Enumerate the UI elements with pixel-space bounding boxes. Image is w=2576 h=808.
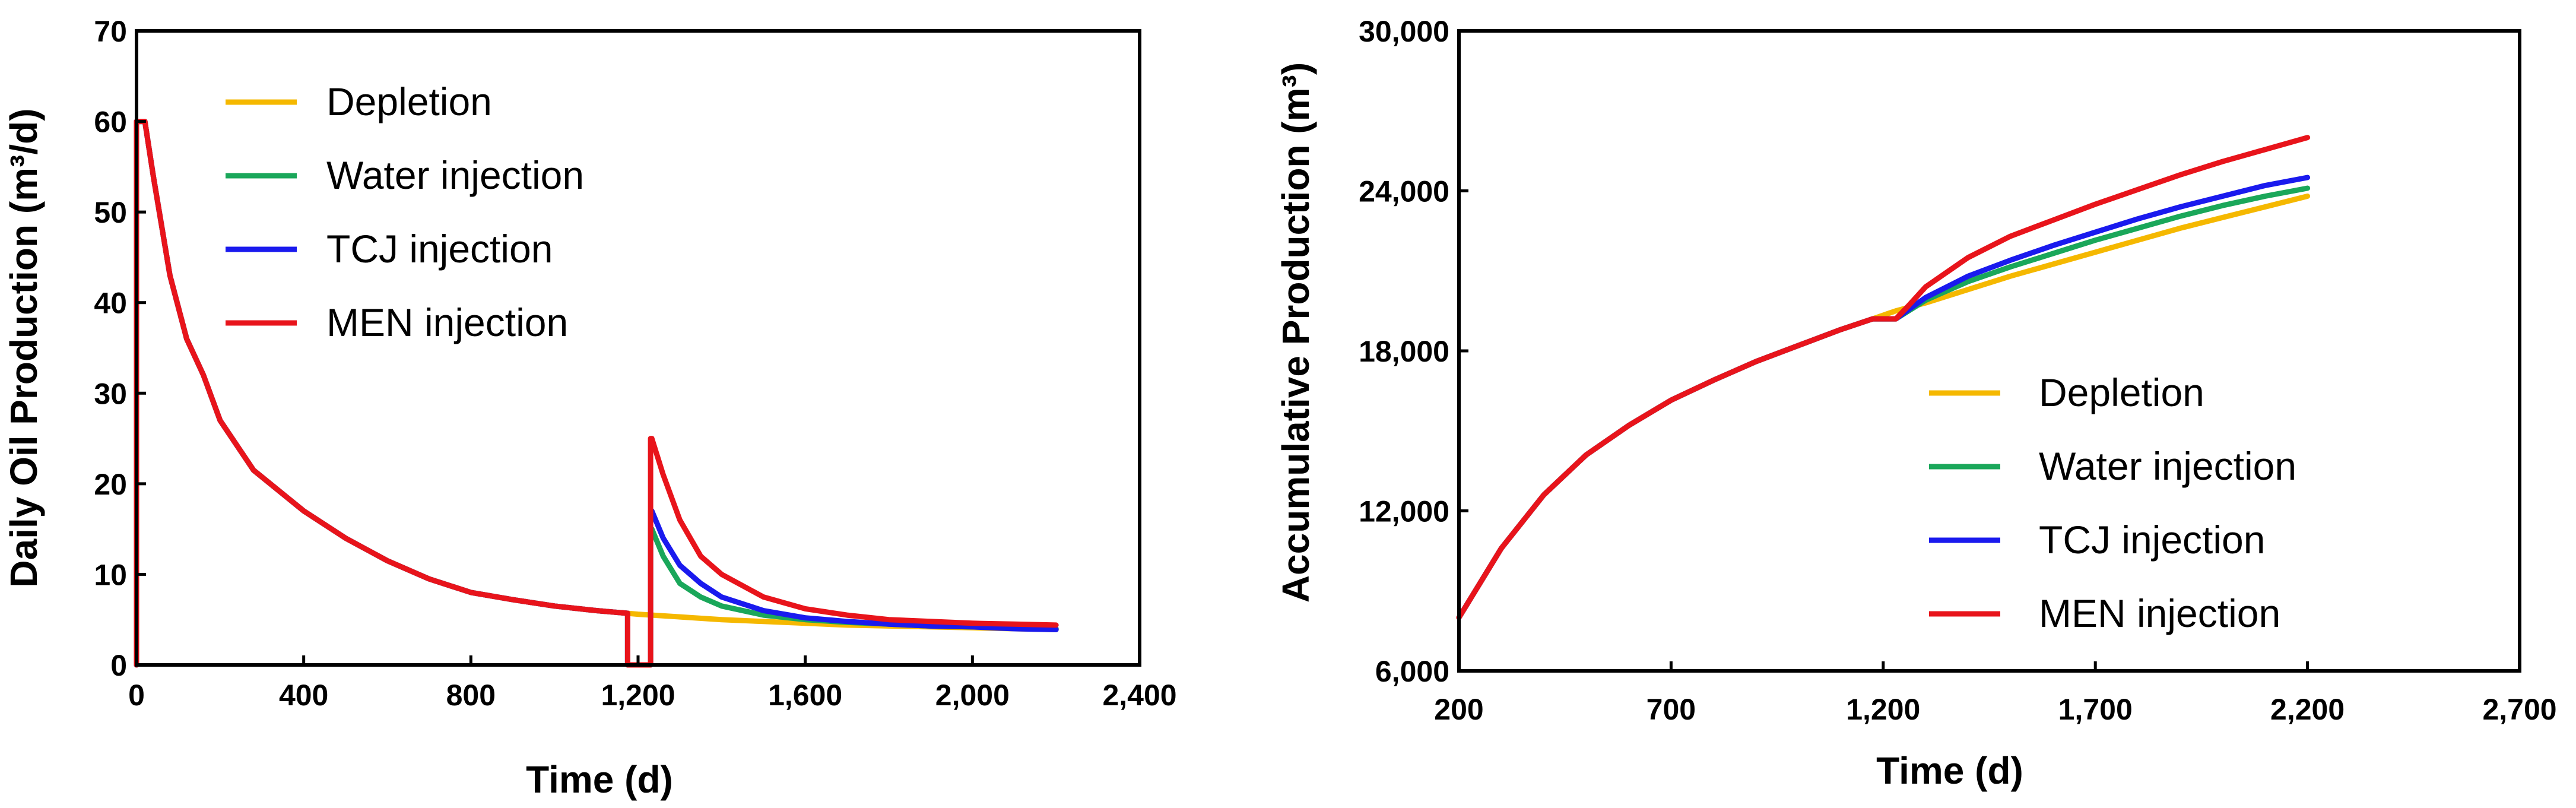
x-tick-label: 400	[279, 679, 328, 712]
y-tick-label: 20	[94, 468, 127, 501]
legend-label: MEN injection	[2039, 591, 2280, 635]
y-tick-label: 60	[94, 106, 127, 139]
legend-label: Depletion	[2039, 370, 2204, 414]
x-tick-label: 200	[1434, 693, 1483, 726]
x-tick-label: 1,600	[768, 679, 842, 712]
x-tick-label: 1,700	[2058, 693, 2133, 726]
x-tick-label: 2,700	[2482, 693, 2556, 726]
y-axis-title: Accumulative Production (m³)	[1274, 62, 1317, 603]
y-tick-label: 30,000	[1359, 15, 1449, 48]
series-line-depletion	[134, 119, 1059, 668]
legend-label: Depletion	[326, 80, 492, 123]
series-line-men-injection	[134, 119, 1059, 668]
series-line-tcj-injection	[134, 119, 1059, 668]
x-tick-label: 1,200	[1846, 693, 1920, 726]
y-tick-label: 30	[94, 377, 127, 410]
y-tick-label: 50	[94, 196, 127, 229]
x-tick-label: 800	[446, 679, 496, 712]
x-tick-label: 0	[128, 679, 145, 712]
y-tick-label: 6,000	[1375, 655, 1449, 688]
y-tick-label: 10	[94, 558, 127, 591]
y-tick-label: 0	[110, 649, 127, 682]
plot-frame	[135, 29, 1141, 667]
legend-label: MEN injection	[326, 300, 568, 344]
y-tick-label: 18,000	[1359, 335, 1449, 368]
x-tick-label: 2,000	[935, 679, 1010, 712]
x-tick-label: 700	[1647, 693, 1696, 726]
plot-frame	[1457, 29, 2521, 673]
y-tick-label: 24,000	[1359, 175, 1449, 208]
series-line-men-injection	[1456, 135, 2311, 620]
y-tick-label: 40	[94, 287, 127, 320]
legend-label: TCJ injection	[2039, 518, 2265, 562]
daily-oil-production-chart: 0 400 800 1,200 1,600 2,000 2,400 0 10 20 30 40 50 60…	[2, 15, 1177, 801]
y-tick-label: 12,000	[1359, 495, 1449, 528]
legend-label: Water injection	[2039, 444, 2296, 488]
x-tick-label: 2,400	[1102, 679, 1176, 712]
y-tick-label: 70	[94, 15, 127, 48]
x-axis-title: Time (d)	[526, 758, 673, 801]
legend-label: Water injection	[326, 153, 584, 197]
x-axis-title: Time (d)	[1876, 749, 2023, 792]
legend-label: TCJ injection	[326, 227, 553, 271]
y-axis-title: Daily Oil Production (m³/d)	[2, 108, 45, 587]
accumulative-production-chart: 200 700 1,200 1,700 2,200 2,700 6,000 12,000 18,…	[1274, 15, 2557, 792]
series-line-water-injection	[134, 119, 1059, 668]
x-tick-label: 2,200	[2270, 693, 2345, 726]
x-tick-label: 1,200	[601, 679, 675, 712]
